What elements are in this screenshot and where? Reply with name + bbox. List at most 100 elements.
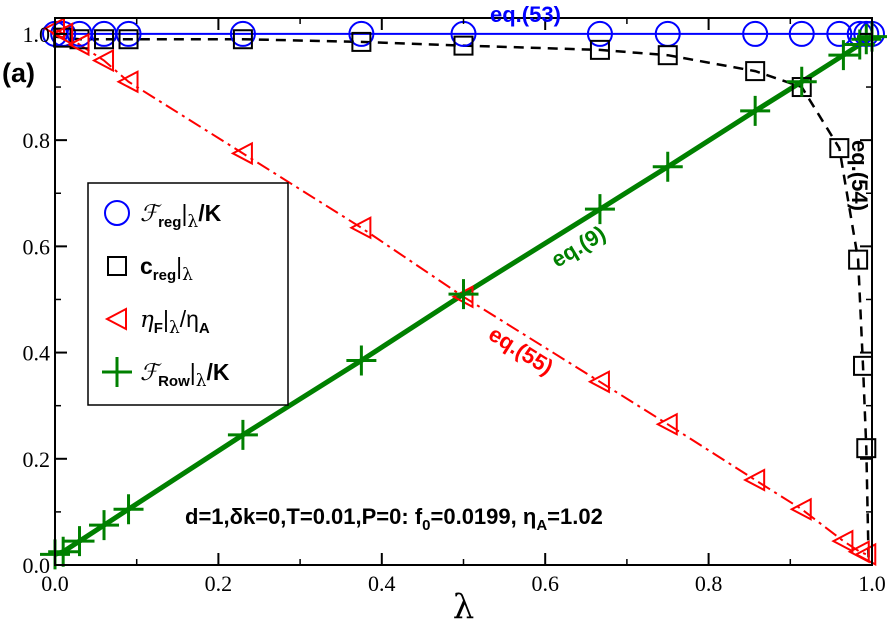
legend-lambda: λ bbox=[169, 318, 180, 338]
data-point-square bbox=[848, 249, 869, 270]
x-tick-label: 0.8 bbox=[695, 571, 723, 596]
x-tick-label: 0.6 bbox=[531, 571, 559, 596]
data-point-square bbox=[94, 29, 115, 50]
y-tick-label: 0.2 bbox=[23, 447, 51, 472]
legend-bar: | bbox=[176, 253, 182, 279]
data-point-plus bbox=[584, 194, 615, 225]
data-point-plus bbox=[48, 536, 79, 567]
data-point-triangle bbox=[789, 497, 812, 521]
params-sub2: A bbox=[536, 517, 547, 534]
x-tick-label: 0.4 bbox=[368, 571, 396, 596]
x-tick-label: 0.0 bbox=[41, 571, 69, 596]
params-sub1: 0 bbox=[422, 517, 430, 534]
data-point-triangle bbox=[743, 468, 766, 492]
x-tick-label: 0.2 bbox=[205, 571, 233, 596]
legend-marker-triangle bbox=[104, 307, 127, 331]
legend-tail: /K bbox=[207, 359, 230, 385]
legend-lambda: λ bbox=[196, 371, 207, 391]
data-point-plus bbox=[652, 151, 683, 182]
data-point-triangle bbox=[116, 70, 139, 94]
plot-area bbox=[40, 16, 887, 570]
legend-label: ℱreg|λ/K bbox=[140, 200, 222, 232]
data-point-circle bbox=[229, 20, 256, 47]
data-point-plus bbox=[786, 66, 817, 97]
y-tick-label: 0.8 bbox=[23, 128, 51, 153]
data-point-triangle bbox=[831, 529, 854, 553]
data-point-triangle bbox=[655, 412, 678, 436]
legend-box bbox=[87, 182, 289, 406]
y-tick-label: 0.6 bbox=[23, 234, 51, 259]
data-point-plus bbox=[64, 526, 95, 557]
data-point-square bbox=[829, 138, 850, 159]
legend-lambda: λ bbox=[187, 212, 198, 232]
data-point-triangle bbox=[587, 370, 610, 394]
data-point-plus bbox=[851, 24, 882, 55]
legend-marker-circle bbox=[104, 200, 130, 226]
legend-label: ηF|λ/ηA bbox=[140, 306, 210, 338]
legend-symbol: η bbox=[140, 307, 154, 333]
data-point-square bbox=[453, 35, 474, 56]
legend-sub: Row bbox=[158, 373, 190, 390]
data-point-square bbox=[745, 61, 766, 82]
data-point-square bbox=[118, 29, 139, 50]
data-point-plus bbox=[828, 40, 859, 71]
data-point-plus bbox=[844, 29, 875, 60]
data-point-plus bbox=[740, 95, 771, 126]
legend-marker-plus bbox=[102, 357, 132, 387]
data-point-triangle bbox=[854, 542, 877, 567]
data-point-square bbox=[657, 45, 678, 66]
legend-lambda: λ bbox=[182, 265, 193, 285]
params-suffix: =1.02 bbox=[547, 504, 603, 529]
data-point-circle bbox=[826, 20, 853, 47]
params-mid: =0.0199, η bbox=[431, 504, 537, 529]
y-tick-label: 0.4 bbox=[23, 341, 51, 366]
legend-bar: | bbox=[163, 306, 169, 332]
legend-main: c bbox=[140, 253, 153, 279]
legend-bar: | bbox=[181, 200, 187, 226]
data-point-triangle bbox=[51, 22, 74, 46]
data-point-plus bbox=[89, 510, 120, 541]
data-point-plus bbox=[448, 279, 479, 310]
annotation-1: eq.(54) bbox=[847, 140, 872, 211]
panel-label: (a) bbox=[2, 58, 35, 88]
annotation-0: eq.(53) bbox=[490, 2, 561, 27]
legend-tail: /K bbox=[198, 200, 221, 226]
axis-ticks: 0.0 0.2 0.4 0.6 0.8 1.0 0.0 0.2 0.4 0.6 0.8 1.0 bbox=[23, 18, 886, 596]
legend-label: ℱRow|λ/K bbox=[140, 359, 230, 391]
data-point-triangle bbox=[230, 141, 253, 166]
data-point-square bbox=[232, 29, 253, 50]
data-point-plus bbox=[113, 494, 144, 525]
legend-symbol: ℱ bbox=[140, 360, 162, 386]
y-tick-label: 1.0 bbox=[23, 22, 51, 47]
data-point-circle bbox=[586, 20, 613, 47]
x-tick-label: 1.0 bbox=[858, 571, 886, 596]
data-point-plus bbox=[346, 345, 377, 376]
legend-tail-sub: A bbox=[199, 320, 210, 337]
legend-sub: F bbox=[154, 320, 163, 337]
data-point-triangle bbox=[91, 48, 115, 73]
data-point-circle bbox=[742, 20, 769, 47]
legend-marker-square bbox=[107, 256, 127, 276]
data-point-triangle bbox=[67, 32, 90, 57]
annotations: eq.(53) eq.(54) eq.(9) eq.(55) bbox=[484, 2, 872, 380]
legend-sub: reg bbox=[153, 267, 176, 284]
x-axis-label: λ bbox=[453, 587, 475, 627]
legend-bar: | bbox=[190, 359, 196, 385]
data-point-square bbox=[589, 39, 610, 60]
data-point-triangle bbox=[349, 216, 372, 240]
data-point-plus bbox=[227, 419, 258, 450]
legend-sub: reg bbox=[158, 214, 181, 231]
parameters-label: d=1,δk=0,T=0.01,P=0: f0=0.0199, ηA=1.02 bbox=[185, 504, 603, 534]
data-point-square bbox=[351, 31, 372, 52]
data-point-square bbox=[856, 438, 877, 459]
annotation-2: eq.(9) bbox=[547, 221, 610, 273]
curve-frow bbox=[54, 34, 874, 557]
legend-tail: /η bbox=[180, 306, 199, 332]
params-prefix: d=1,δk=0,T=0.01,P=0: f bbox=[185, 504, 423, 529]
data-point-circle bbox=[115, 20, 142, 47]
annotation-3: eq.(55) bbox=[484, 321, 557, 380]
legend-symbol: ℱ bbox=[140, 201, 162, 227]
legend-label: creg|λ bbox=[140, 253, 193, 285]
